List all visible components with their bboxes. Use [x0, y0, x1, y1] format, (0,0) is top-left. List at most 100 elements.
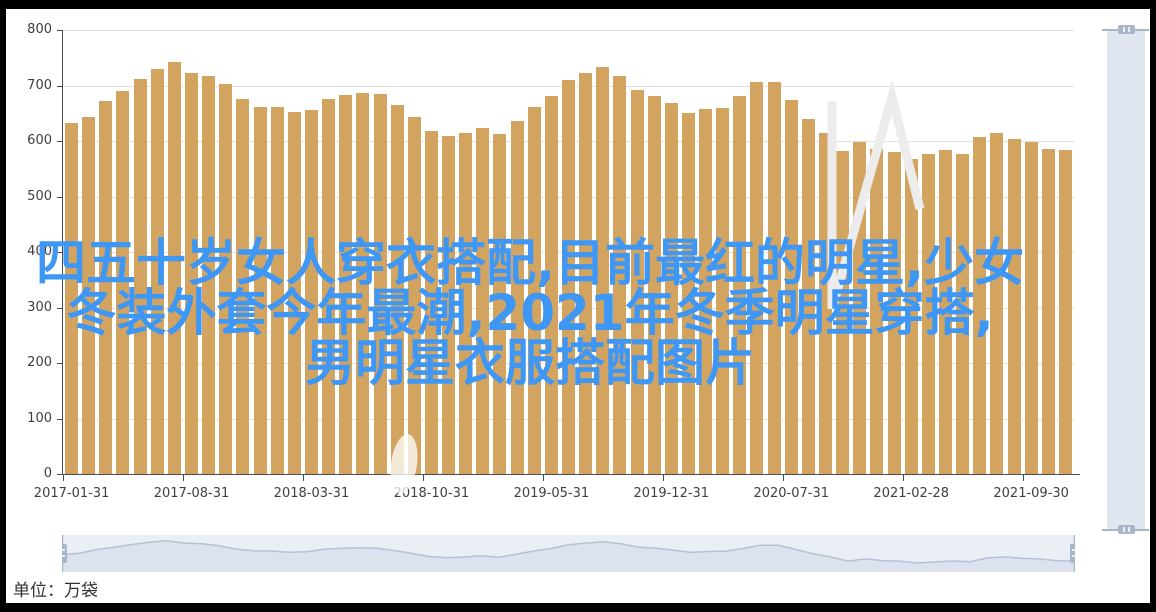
bar: [322, 99, 336, 474]
x-tick: [1022, 475, 1024, 481]
x-tick-label: 2017-01-31: [33, 486, 110, 501]
bar: [442, 136, 456, 474]
title-line-1[interactable]: 四五十岁女人穿衣搭配,目前最红的明星,少女: [36, 234, 1024, 292]
bar: [356, 92, 370, 474]
gridline: [63, 30, 1074, 31]
y-tick-label: 400: [27, 244, 52, 259]
x-tick: [422, 475, 424, 481]
navigator-left-handle[interactable]: [62, 544, 67, 563]
bar: [1024, 142, 1038, 474]
bar: [921, 154, 935, 474]
y-tick: [57, 252, 63, 253]
x-tick-label: 2018-03-31: [273, 486, 350, 501]
y-tick-label: 0: [43, 466, 52, 481]
bar: [407, 116, 421, 474]
chart-page: 0 100 200 300 400 500 600 700 800 2017-01-31 2017…: [6, 9, 1150, 603]
x-tick-label: 2017-08-31: [153, 486, 230, 501]
x-tick: [302, 475, 304, 481]
datazoom-vertical[interactable]: [1107, 30, 1145, 530]
vslider-top-handle[interactable]: [1118, 25, 1135, 34]
y-tick: [57, 474, 63, 475]
title-line-2[interactable]: 冬装外套今年最潮,2021年冬季明星穿搭,: [66, 284, 994, 342]
y-tick: [57, 418, 63, 420]
bar: [562, 79, 575, 474]
bar: [733, 96, 747, 474]
title-line-3[interactable]: 男明星衣服搭配图片: [305, 334, 755, 392]
x-tick: [902, 475, 904, 481]
bar: [716, 107, 730, 474]
x-tick: [662, 475, 664, 481]
bar: [219, 84, 233, 474]
bar: [167, 62, 181, 474]
bar: [664, 103, 678, 474]
navigator-line: [62, 539, 1075, 564]
x-tick-label: 2021-02-28: [873, 486, 949, 501]
bar: [99, 100, 113, 474]
bar: [476, 127, 490, 474]
bar: [116, 91, 130, 474]
bar: [150, 68, 164, 474]
bar: [1007, 139, 1021, 474]
bar: [596, 66, 610, 474]
y-tick: [57, 85, 63, 87]
bar: [1041, 149, 1055, 474]
bar: [270, 107, 284, 474]
bar: [82, 116, 96, 474]
navigator-area: [62, 540, 1075, 572]
bar: [973, 137, 987, 474]
bar: [65, 122, 79, 474]
bar: [767, 81, 781, 474]
y-tick-label: 100: [27, 410, 52, 426]
overlay-title-link[interactable]: 四五十岁女人穿衣搭配,目前最红的明星,少女 冬装外套今年最潮,2021年冬季明星…: [30, 238, 1030, 388]
plot-area: [63, 30, 1080, 475]
bar: [1058, 150, 1072, 474]
bar: [424, 131, 438, 474]
bar: [784, 99, 798, 474]
bar: [287, 112, 301, 474]
y-tick: [57, 307, 63, 309]
y-tick-label: 600: [27, 133, 52, 148]
y-tick-label: 500: [27, 188, 52, 204]
bar: [956, 153, 970, 474]
unit-label: 单位：万袋: [13, 581, 98, 601]
bar: [750, 81, 764, 474]
bar: [630, 89, 644, 474]
x-tick-label: 2019-12-31: [633, 486, 710, 501]
x-tick-label: 2021-09-30: [993, 486, 1069, 501]
vslider-bottom-handle[interactable]: [1118, 525, 1135, 534]
x-tick: [182, 475, 184, 481]
x-tick-label: 2020-07-31: [753, 486, 830, 501]
x-axis-line: [63, 474, 1080, 475]
bar: [133, 78, 147, 474]
bar: [801, 119, 815, 474]
bar: [185, 72, 199, 474]
bar: [373, 94, 387, 474]
bar: [253, 106, 267, 474]
bar: [990, 132, 1004, 474]
bar: [236, 98, 250, 474]
bar: [390, 104, 404, 474]
x-tick-label: 2019-05-31: [513, 486, 590, 501]
bar: [527, 107, 541, 474]
bar: [304, 110, 318, 474]
bar: [202, 75, 216, 474]
bar: [493, 134, 507, 474]
bar: [938, 150, 952, 474]
bar: [459, 133, 473, 474]
bar: [647, 95, 661, 474]
x-tick: [63, 475, 64, 481]
bar: [681, 113, 695, 474]
y-tick-label: 200: [27, 355, 52, 370]
y-tick: [57, 141, 63, 142]
x-tick: [782, 475, 784, 481]
y-tick-label: 300: [27, 299, 52, 315]
y-tick: [57, 30, 63, 31]
datazoom-horizontal[interactable]: [62, 535, 1075, 572]
bar: [613, 75, 627, 474]
y-tick-label: 700: [27, 77, 52, 93]
navigator-right-handle[interactable]: [1070, 544, 1075, 563]
bar: [510, 121, 524, 474]
y-tick: [57, 196, 63, 198]
bar: [339, 94, 353, 474]
